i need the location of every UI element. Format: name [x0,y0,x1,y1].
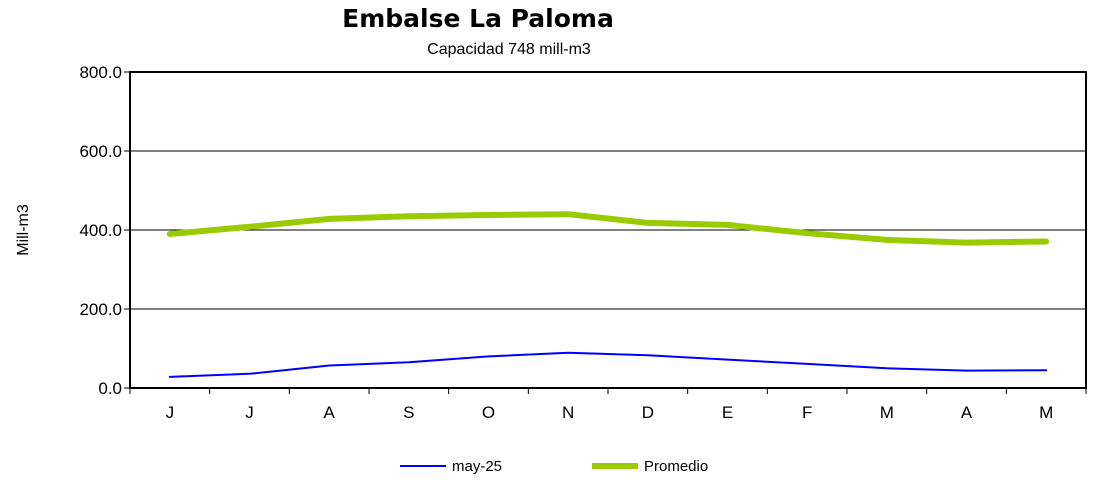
y-axis: 800.0 600.0 400.0 200.0 0.0 [79,63,130,398]
y-axis-label: Mill-m3 [15,204,32,256]
series-lines [166,211,1050,378]
y-tick-label: 400.0 [79,221,122,240]
legend: may-25 Promedio [400,458,708,475]
x-tick-label: A [961,403,973,422]
x-tick-label: O [482,403,495,422]
x-tick-label: N [562,403,574,422]
x-tick-label: M [880,403,894,422]
x-tick-label: D [642,403,654,422]
x-tick-label: A [323,403,335,422]
y-tick-label: 800.0 [79,63,122,82]
x-tick-label: J [245,403,254,422]
chart-title: Embalse La Paloma [342,4,614,33]
x-tick-label: M [1039,403,1053,422]
legend-label: Promedio [644,458,708,475]
y-tick-label: 200.0 [79,300,122,319]
x-tick-label: J [166,403,175,422]
y-tick-label: 0.0 [98,379,122,398]
x-tick-label: E [722,403,733,422]
x-tick-label: F [802,403,812,422]
legend-label: may-25 [452,458,502,475]
gridlines [130,150,1086,310]
series-line-may-25 [168,351,1048,378]
chart-subtitle: Capacidad 748 mill-m3 [427,41,591,58]
series-line-promedio [166,211,1050,246]
x-tick-label: S [403,403,414,422]
y-tick-label: 600.0 [79,142,122,161]
